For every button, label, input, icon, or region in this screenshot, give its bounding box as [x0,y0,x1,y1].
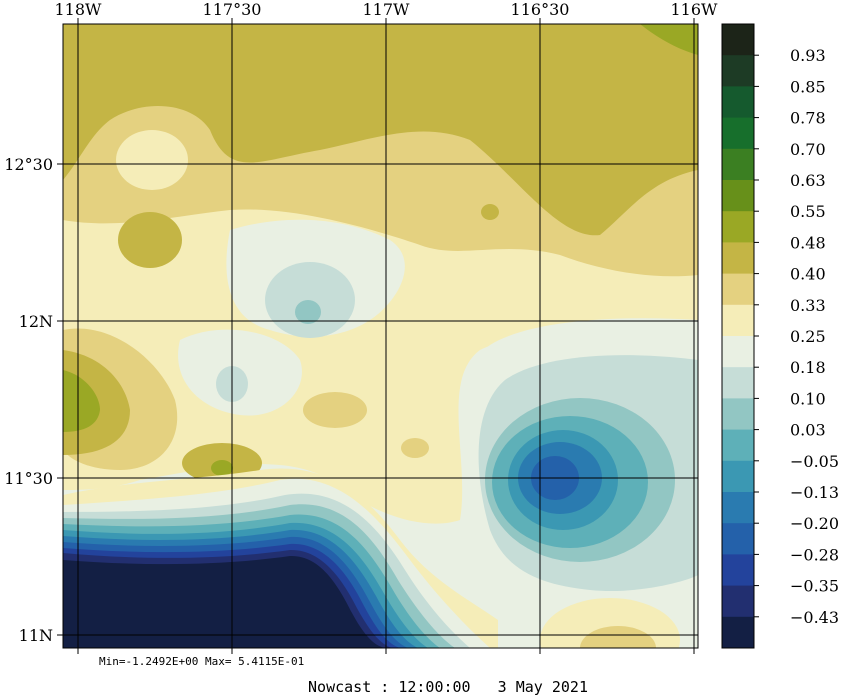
colorbar-label: 0.03 [790,421,826,440]
tick-marks [57,18,695,654]
colorbar-swatch [722,492,754,524]
colorbar-label: 0.33 [790,296,826,315]
colorbar-label: −0.43 [790,608,839,627]
min-max-stats: Min=-1.2492E+00 Max= 5.4115E-01 [99,655,304,668]
colorbar-label: −0.05 [790,452,839,471]
colorbar-swatch [722,554,754,587]
colorbar-swatch [722,523,754,555]
x-label-117-30: 117°30 [203,0,262,19]
colorbar-label: 0.10 [790,389,826,408]
colorbar-swatch [722,367,754,399]
colorbar-swatch [722,304,754,337]
colorbar-label: −0.20 [790,514,839,533]
contour-field [63,24,698,648]
y-label-11-30: 11°30 [4,469,53,488]
x-label-116-30: 116°30 [511,0,570,19]
colorbar-swatch [722,211,754,243]
colorbar-swatch [722,148,754,181]
colorbar-swatch [722,585,754,618]
colorbar-label: 0.70 [790,140,826,159]
colorbar-label: 0.78 [790,109,826,128]
colorbar: 0.93 0.85 0.78 0.70 0.63 0.55 0.48 0.40 0.33 0.25… [721,23,839,649]
colorbar-label: 0.48 [790,233,826,252]
colorbar-swatch [722,117,754,150]
colorbar-label: 0.93 [790,46,826,65]
colorbar-swatch [722,460,754,493]
colorbar-label: 0.63 [790,171,826,190]
y-label-12-30: 12°30 [4,155,53,174]
colorbar-label: −0.13 [790,483,839,502]
colorbar-label: 0.55 [790,202,826,221]
y-label-12n: 12N [19,312,53,331]
colorbar-swatch [722,86,754,119]
x-label-116w: 116W [671,0,719,19]
x-label-118w: 118W [55,0,103,19]
colorbar-swatch [722,336,754,368]
colorbar-swatch [722,616,754,649]
colorbar-swatch [722,55,754,87]
map-frame [62,23,699,649]
colorbar-swatch [722,180,754,212]
colorbar-swatch [722,273,754,306]
footer-caption: Nowcast : 12:00:00 3 May 2021 [308,678,588,696]
colorbar-label: −0.28 [790,545,839,564]
x-label-117w: 117W [363,0,411,19]
colorbar-swatch [722,398,754,431]
colorbar-label: 0.85 [790,77,826,96]
colorbar-label: −0.35 [790,577,839,596]
colorbar-label: 0.40 [790,265,826,284]
colorbar-swatch [722,242,754,275]
graticule [63,24,698,648]
colorbar-swatch [722,429,754,462]
colorbar-label: 0.18 [790,358,826,377]
colorbar-label: 0.25 [790,327,826,346]
y-label-11n: 11N [19,626,53,645]
colorbar-swatch [722,24,754,56]
